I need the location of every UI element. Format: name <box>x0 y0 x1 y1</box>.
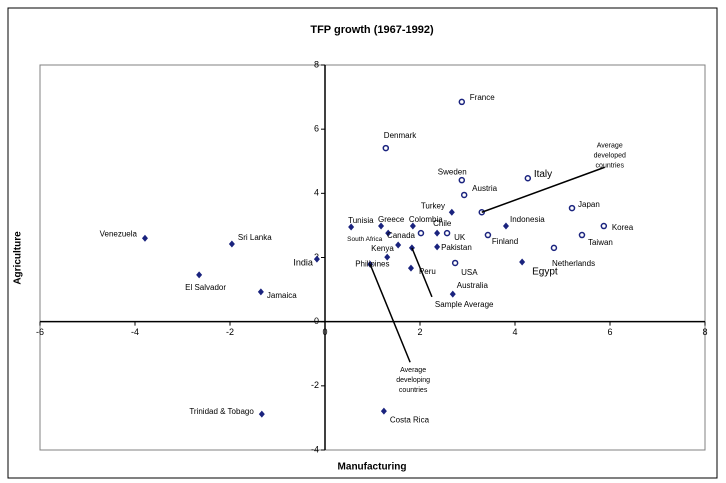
point <box>409 222 416 230</box>
leader-line <box>411 247 433 298</box>
point <box>378 222 385 230</box>
point-label: Trinidad & Tobago <box>189 407 254 416</box>
point <box>600 222 608 230</box>
point-label: France <box>470 93 495 102</box>
point-label: Italy <box>534 169 552 180</box>
point <box>380 407 387 415</box>
point <box>458 176 466 184</box>
point <box>502 222 509 230</box>
point <box>524 175 532 182</box>
point <box>484 231 492 239</box>
point <box>348 223 355 231</box>
point <box>141 234 148 242</box>
point-label: Turkey <box>421 201 445 210</box>
point-label: Pakistan <box>441 243 472 252</box>
point-label: Denmark <box>384 131 417 140</box>
point <box>382 144 390 152</box>
point-label: Sweden <box>438 167 467 176</box>
y-axis-label: Agriculture <box>13 231 24 285</box>
point <box>258 410 265 418</box>
point-label: Australia <box>457 281 489 290</box>
point <box>434 229 441 237</box>
x-tick-label: -2 <box>226 327 234 337</box>
point-label: Kenya <box>371 244 394 253</box>
point-label: Indonesia <box>510 215 545 224</box>
point <box>407 264 414 272</box>
chart-title: TFP growth (1967-1992) <box>310 24 434 36</box>
point-label: Philipines <box>355 259 389 268</box>
x-tick-label: 6 <box>607 327 612 337</box>
point-label: Costa Rica <box>390 415 430 424</box>
point <box>384 253 391 261</box>
leader-line <box>369 263 411 363</box>
point <box>578 231 586 239</box>
point-label: Finland <box>492 237 518 246</box>
point-label: USA <box>461 268 478 277</box>
y-tick-label: 0 <box>314 316 319 326</box>
point-label: Canada <box>387 231 416 240</box>
point-label: Egypt <box>532 267 558 278</box>
y-tick-label: 8 <box>314 59 319 69</box>
y-tick-label: 4 <box>314 188 319 198</box>
point <box>449 290 456 298</box>
point-label: Jamaica <box>267 291 297 300</box>
point-label: El Salvador <box>185 283 226 292</box>
point <box>451 259 459 267</box>
point-label: Japan <box>578 200 600 209</box>
point-label: Sample Average <box>435 300 494 309</box>
point <box>519 258 526 266</box>
x-tick-label: -6 <box>36 327 44 337</box>
point-label: India <box>293 257 313 267</box>
y-tick-label: 6 <box>314 124 319 134</box>
x-tick-label: 8 <box>702 327 707 337</box>
point <box>458 98 466 106</box>
point-label: Taiwan <box>588 238 613 247</box>
point <box>196 271 203 279</box>
plot-area <box>39 64 706 451</box>
point <box>448 208 455 216</box>
point <box>257 288 264 296</box>
y-tick-label: -4 <box>311 444 319 454</box>
point-label: South Africa <box>347 236 382 243</box>
x-tick-label: 2 <box>417 327 422 337</box>
x-tick-label: 0 <box>322 327 327 337</box>
point <box>395 241 402 249</box>
point <box>550 244 558 252</box>
point <box>385 229 392 237</box>
point <box>417 229 425 237</box>
x-tick-label: 4 <box>512 327 517 337</box>
point-label: Venezuela <box>100 229 138 238</box>
point-label: Austria <box>472 184 497 193</box>
point-label: Average developing countries <box>396 367 430 394</box>
leader-line <box>481 166 606 213</box>
point <box>568 204 576 212</box>
point-label: Tunisia <box>348 216 374 225</box>
x-tick-label: -4 <box>131 327 139 337</box>
point <box>434 243 441 251</box>
point-label: Sri Lanka <box>238 233 272 242</box>
point-label: Netherlands <box>552 259 595 268</box>
point <box>443 229 451 237</box>
point-label: Average developed countries <box>594 142 626 169</box>
point <box>313 255 320 263</box>
point-label: UK <box>454 233 466 242</box>
x-axis-label: Manufacturing <box>338 462 407 473</box>
point-label: Greece <box>378 215 405 224</box>
point-label: Colombia <box>409 215 443 224</box>
point-label: Chile <box>433 219 452 228</box>
point-label: Korea <box>612 223 634 232</box>
y-tick-label: -2 <box>311 380 319 390</box>
point-label: Peru <box>419 267 436 276</box>
point <box>228 240 235 248</box>
point <box>460 191 468 199</box>
